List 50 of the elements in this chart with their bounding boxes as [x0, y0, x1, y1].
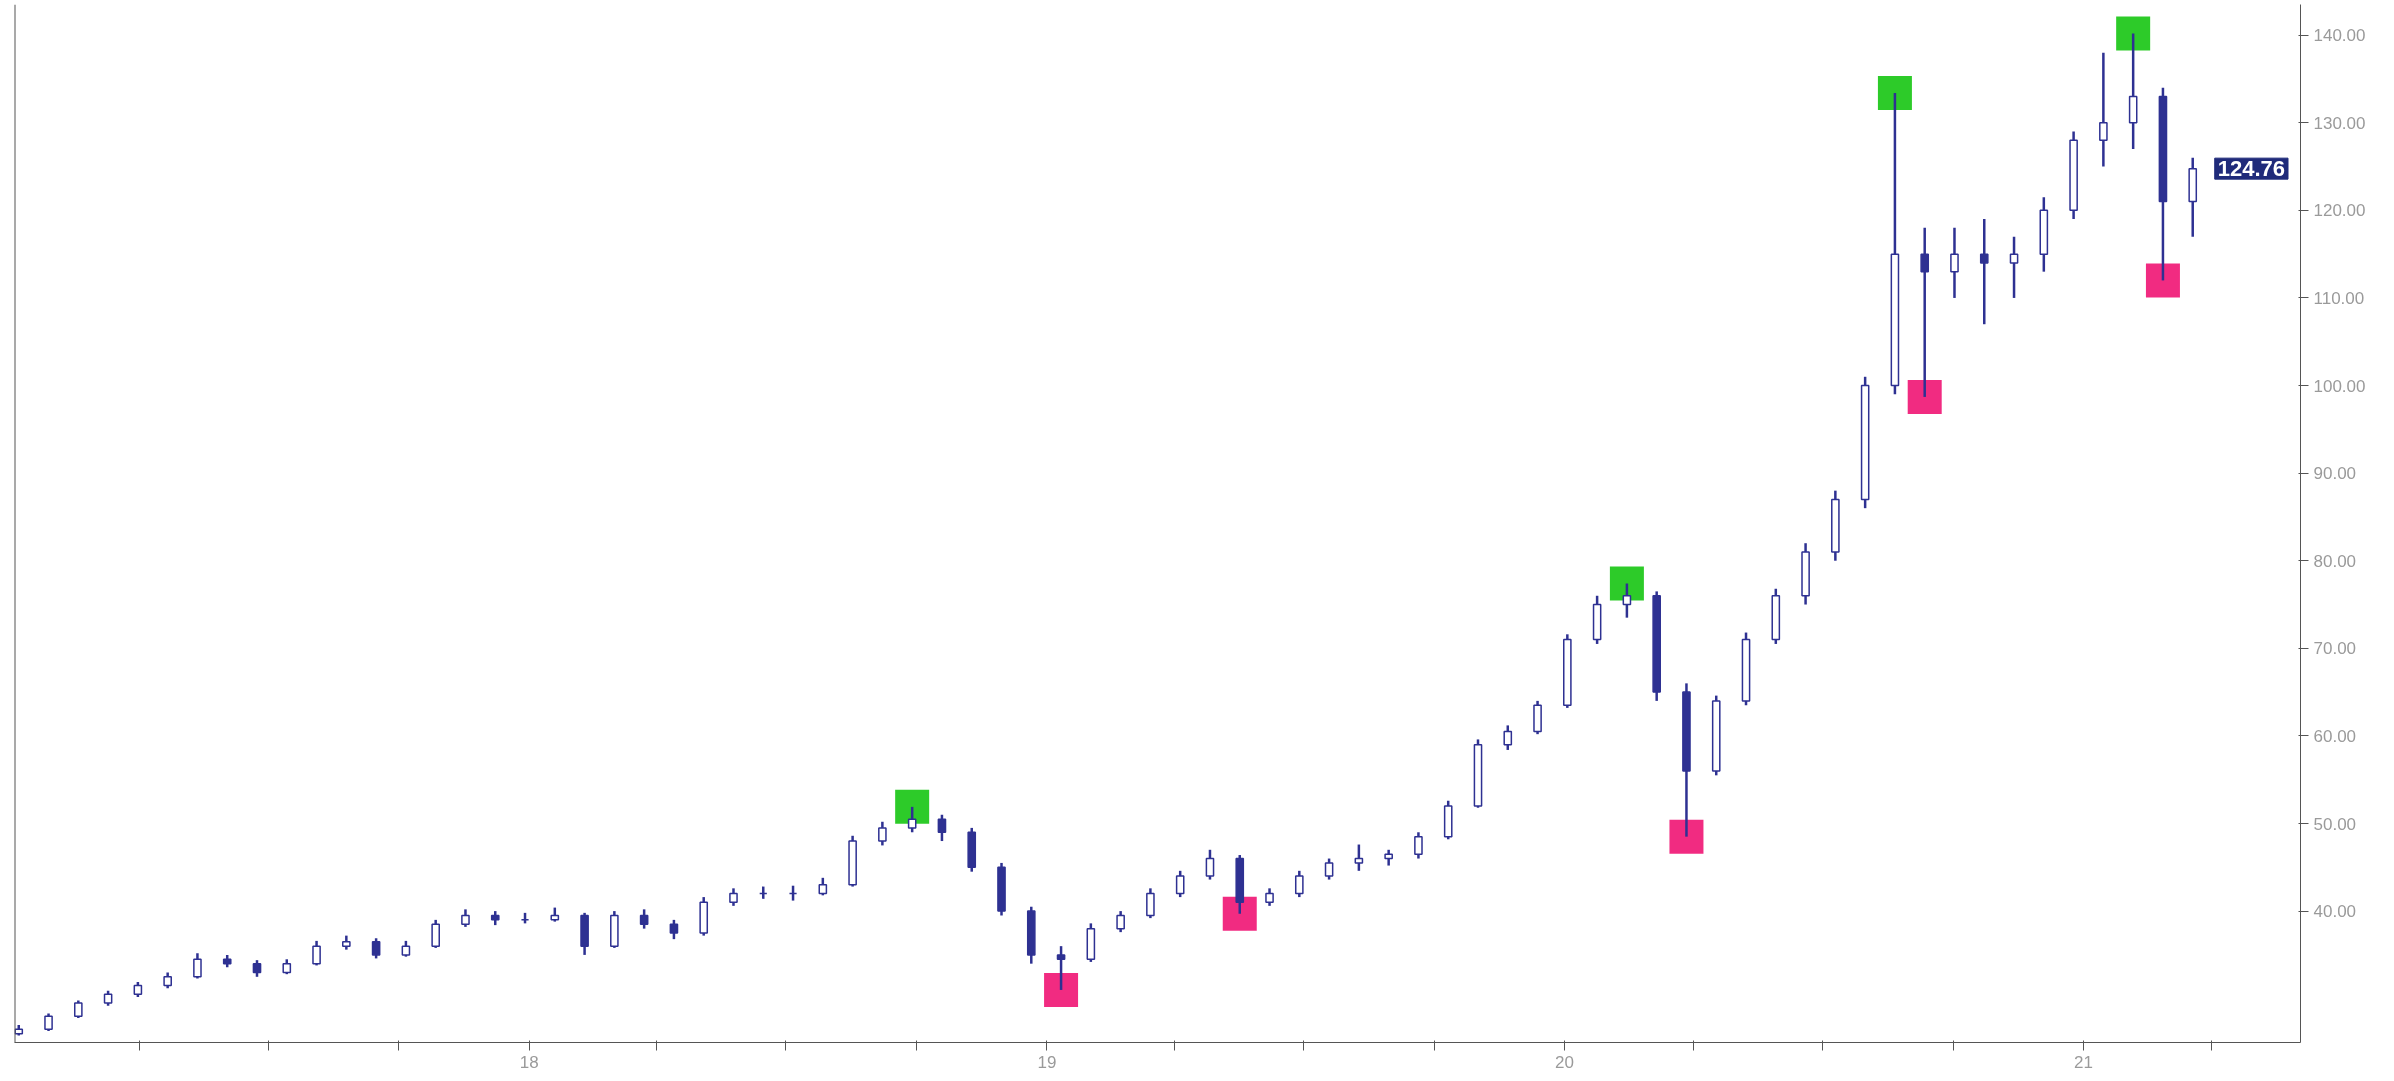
point [1609, 566, 1644, 601]
y-tick-label: 140.00 [2313, 26, 2366, 46]
point [1669, 819, 1704, 854]
candlestick [1354, 843, 1364, 873]
x-tick-label: 18 [519, 1052, 539, 1072]
candlestick [639, 908, 649, 930]
y-tick-label: 90.00 [2313, 464, 2357, 484]
candlestick [312, 939, 321, 967]
y-tick-label: 40.00 [2313, 902, 2357, 922]
candlestick [1116, 909, 1125, 934]
y-tick-label: 100.00 [2313, 376, 2366, 396]
x-tick-label: 21 [2074, 1052, 2093, 1072]
candlestick [1503, 724, 1513, 752]
y-tick-label: 110.00 [2313, 288, 2365, 308]
candlestick [1950, 226, 1959, 300]
candlestick [1324, 857, 1334, 881]
candlestick [1175, 869, 1185, 899]
y-tick-label: 130.00 [2313, 113, 2366, 133]
y-tick-label: 50.00 [2313, 814, 2357, 834]
candlestick [907, 805, 917, 834]
annotation: 124.76 [2217, 156, 2286, 182]
point [1877, 75, 1912, 110]
candlestick [1414, 831, 1423, 860]
x-tick-label: 19 [1037, 1052, 1057, 1072]
candlestick [1294, 869, 1304, 899]
y-tick-label: 120.00 [2313, 201, 2366, 221]
candlestick [1205, 848, 1215, 881]
x-tick-label: 20 [1555, 1052, 1574, 1072]
candlestick [878, 820, 887, 847]
point [2145, 263, 2180, 298]
candlestick [193, 951, 202, 980]
point [1907, 379, 1942, 414]
candlestick [431, 918, 440, 950]
y-tick-label: 80.00 [2313, 551, 2357, 571]
candlestick [1920, 226, 1930, 399]
candlestick [2099, 51, 2108, 168]
candlestick [1622, 582, 1632, 619]
candlestick [1056, 944, 1066, 992]
candlestick [371, 937, 381, 960]
y-tick-label: 60.00 [2313, 726, 2357, 746]
point [2116, 16, 2151, 51]
point [895, 789, 930, 824]
point [1044, 972, 1079, 1007]
candlestick [2009, 235, 2019, 300]
candlestick [669, 918, 679, 941]
candlestick [937, 813, 947, 843]
y-tick-label: 70.00 [2313, 639, 2357, 659]
candlestick [1979, 217, 1989, 326]
point [1222, 896, 1257, 931]
candlestick [1146, 887, 1155, 920]
